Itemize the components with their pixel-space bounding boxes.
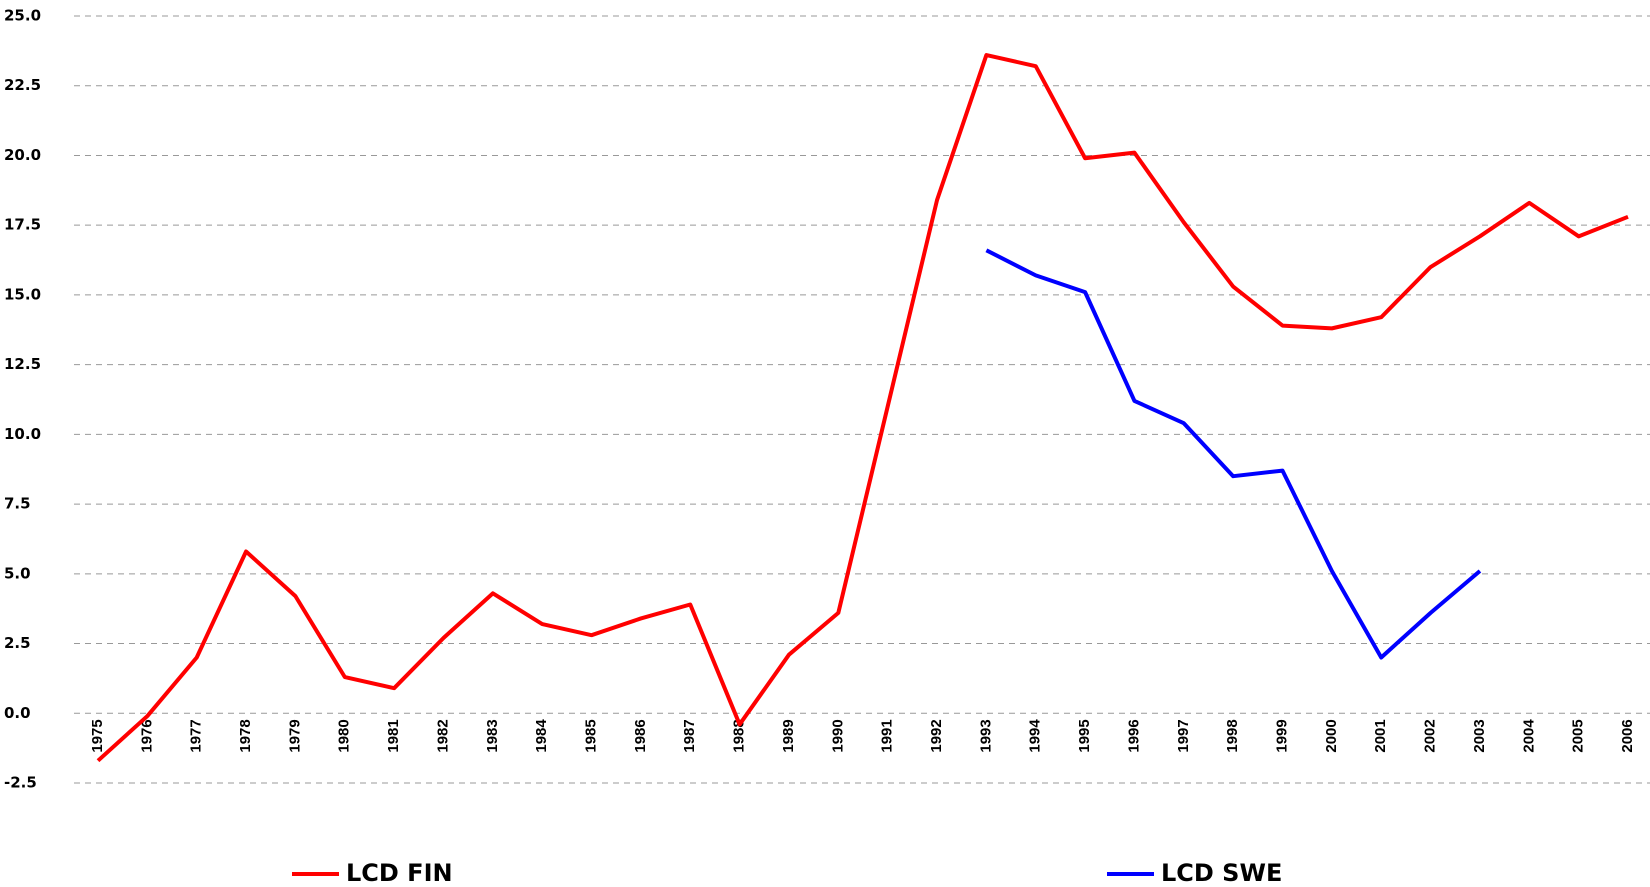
y-tick-label: 20.0	[4, 146, 41, 164]
x-tick-label: 1980	[336, 719, 353, 752]
x-tick-label: 1978	[237, 719, 254, 752]
y-tick-label: 12.5	[4, 355, 41, 373]
y-tick-label: 15.0	[4, 285, 41, 303]
x-tick-label: 2001	[1372, 719, 1389, 752]
x-tick-label: 1984	[533, 719, 550, 753]
x-tick-label: 1986	[632, 719, 649, 752]
x-tick-label: 2000	[1323, 719, 1340, 752]
x-tick-label: 1994	[1027, 719, 1044, 753]
line-series	[985, 248, 1482, 660]
x-tick-label: 1998	[1224, 719, 1241, 752]
y-tick-label: -2.5	[4, 774, 37, 792]
y-tick-label: 0.0	[4, 704, 31, 722]
y-tick-label: 7.5	[4, 495, 31, 513]
y-tick-label: 5.0	[4, 564, 31, 582]
y-tick-label: 10.0	[4, 425, 41, 443]
x-tick-label: 1993	[977, 719, 994, 752]
x-tick-label: 1981	[385, 719, 402, 752]
x-tick-label: 1987	[681, 719, 698, 752]
x-tick-label: 2003	[1471, 719, 1488, 752]
legend-label: LCD FIN	[346, 859, 453, 887]
legend-label: LCD SWE	[1161, 859, 1282, 887]
x-tick-label: 1995	[1076, 719, 1093, 752]
x-tick-label: 1991	[879, 719, 896, 752]
line-series	[96, 53, 1629, 763]
x-tick-label: 1989	[780, 719, 797, 752]
x-tick-label: 1982	[434, 719, 451, 752]
x-tick-label: 1990	[829, 719, 846, 752]
x-tick-label: 1997	[1175, 719, 1192, 752]
y-tick-label: 2.5	[4, 634, 31, 652]
x-tick-label: 2006	[1619, 719, 1636, 752]
x-tick-label: 1988	[731, 719, 748, 752]
x-tick-label: 2005	[1570, 719, 1587, 752]
x-tick-label: 2002	[1422, 719, 1439, 752]
y-tick-label: 17.5	[4, 216, 41, 234]
x-tick-label: 1977	[188, 719, 205, 752]
x-tick-label: 1983	[484, 719, 501, 752]
x-tick-label: 1996	[1125, 719, 1142, 752]
y-tick-label: 25.0	[4, 7, 41, 25]
x-tick-label: 2004	[1520, 719, 1537, 753]
y-tick-label: 22.5	[4, 76, 41, 94]
x-tick-label: 1979	[286, 719, 303, 752]
x-tick-label: 1992	[928, 719, 945, 752]
x-tick-label: 1975	[89, 719, 106, 752]
x-tick-label: 1976	[138, 719, 155, 752]
x-tick-label: 1999	[1273, 719, 1290, 752]
x-tick-label: 1985	[583, 719, 600, 752]
